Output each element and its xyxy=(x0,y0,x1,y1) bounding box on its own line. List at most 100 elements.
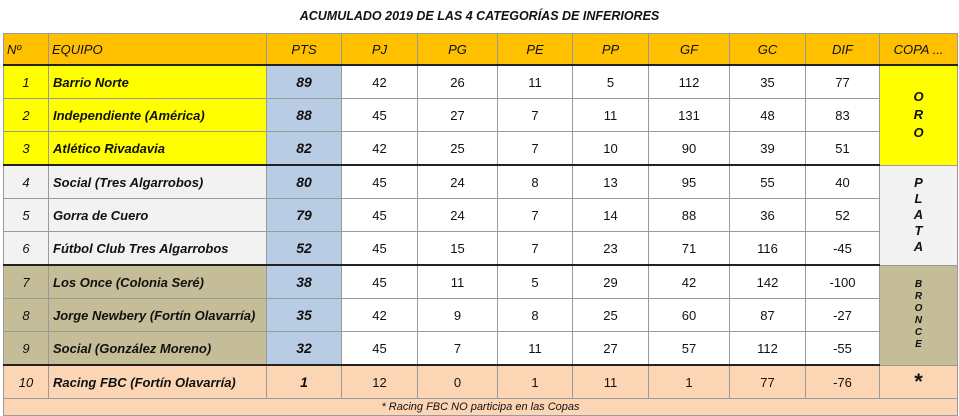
col-header-team: EQUIPO xyxy=(48,33,267,66)
dif-cell: -27 xyxy=(805,298,880,332)
pg-cell: 24 xyxy=(417,198,498,232)
gc-cell: 36 xyxy=(729,198,806,232)
copa-letter: L xyxy=(914,191,923,206)
col-header-pe: PE xyxy=(497,33,573,66)
team-name: Racing FBC (Fortín Olavarría) xyxy=(48,364,267,399)
pp-cell: 14 xyxy=(572,198,649,232)
pe-cell: 7 xyxy=(497,198,573,232)
gf-cell: 71 xyxy=(648,231,730,266)
copa-plata-cell: P L A T A xyxy=(879,164,958,266)
pp-cell: 29 xyxy=(572,264,649,299)
gc-cell: 87 xyxy=(729,298,806,332)
gf-cell: 131 xyxy=(648,98,730,132)
points-cell: 35 xyxy=(266,298,342,332)
gf-cell: 88 xyxy=(648,198,730,232)
pp-cell: 23 xyxy=(572,231,649,266)
row-num: 2 xyxy=(3,98,49,132)
pe-cell: 1 xyxy=(497,364,573,399)
copa-letter: A xyxy=(913,207,924,222)
points-cell: 88 xyxy=(266,98,342,132)
points-cell: 52 xyxy=(266,231,342,266)
dif-cell: -45 xyxy=(805,231,880,266)
pe-cell: 7 xyxy=(497,98,573,132)
table-row: 4 Social (Tres Algarrobos) 80 45 24 8 13… xyxy=(3,164,958,266)
col-header-pg: PG xyxy=(417,33,498,66)
pe-cell: 11 xyxy=(497,64,573,99)
footnote: * Racing FBC NO participa en las Copas xyxy=(3,398,958,416)
copa-letter: O xyxy=(913,125,924,141)
gc-cell: 112 xyxy=(729,331,806,366)
pj-cell: 42 xyxy=(341,298,418,332)
row-num: 7 xyxy=(3,264,49,299)
table-row: 9 Social (González Moreno) 32 45 7 11 27… xyxy=(3,331,958,366)
team-name: Gorra de Cuero xyxy=(48,198,267,232)
points-cell: 1 xyxy=(266,364,342,399)
row-num: 3 xyxy=(3,131,49,166)
row-num: 6 xyxy=(3,231,49,266)
copa-letter: R xyxy=(913,107,924,123)
copa-oro-cell: O R O xyxy=(879,64,958,166)
pp-cell: 25 xyxy=(572,298,649,332)
team-name: Los Once (Colonia Seré) xyxy=(48,264,267,299)
dif-cell: -76 xyxy=(805,364,880,399)
gc-cell: 39 xyxy=(729,131,806,166)
pe-cell: 7 xyxy=(497,131,573,166)
row-num: 10 xyxy=(3,364,49,399)
gc-cell: 142 xyxy=(729,264,806,299)
points-cell: 32 xyxy=(266,331,342,366)
gf-cell: 95 xyxy=(648,164,730,199)
pg-cell: 15 xyxy=(417,231,498,266)
col-header-gc: GC xyxy=(729,33,806,66)
pg-cell: 11 xyxy=(417,264,498,299)
row-num: 1 xyxy=(3,64,49,99)
team-name: Independiente (América) xyxy=(48,98,267,132)
pj-cell: 42 xyxy=(341,131,418,166)
copa-bronce-cell: B R O N C E xyxy=(879,264,958,366)
standings-table: Nº EQUIPO PTS PJ PG PE PP GF GC DIF COPA… xyxy=(3,33,958,416)
copa-letter: N xyxy=(914,315,923,326)
points-cell: 89 xyxy=(266,64,342,99)
points-cell: 82 xyxy=(266,131,342,166)
dif-cell: -55 xyxy=(805,331,880,366)
row-num: 4 xyxy=(3,164,49,199)
table-row: 5 Gorra de Cuero 79 45 24 7 14 88 36 52 xyxy=(3,198,958,232)
row-num: 8 xyxy=(3,298,49,332)
pg-cell: 26 xyxy=(417,64,498,99)
copa-letter: P xyxy=(914,175,923,190)
table-row: 8 Jorge Newbery (Fortín Olavarría) 35 42… xyxy=(3,298,958,332)
table-row: 6 Fútbol Club Tres Algarrobos 52 45 15 7… xyxy=(3,231,958,266)
dif-cell: -100 xyxy=(805,264,880,299)
team-name: Jorge Newbery (Fortín Olavarría) xyxy=(48,298,267,332)
pj-cell: 45 xyxy=(341,231,418,266)
copa-letter: O xyxy=(914,303,923,314)
copa-letter: O xyxy=(913,89,924,105)
gc-cell: 48 xyxy=(729,98,806,132)
copa-letter: A xyxy=(913,239,924,254)
pp-cell: 11 xyxy=(572,98,649,132)
pg-cell: 9 xyxy=(417,298,498,332)
gc-cell: 35 xyxy=(729,64,806,99)
team-name: Social (Tres Algarrobos) xyxy=(48,164,267,199)
dif-cell: 52 xyxy=(805,198,880,232)
gf-cell: 57 xyxy=(648,331,730,366)
row-num: 5 xyxy=(3,198,49,232)
pp-cell: 10 xyxy=(572,131,649,166)
points-cell: 38 xyxy=(266,264,342,299)
team-name: Fútbol Club Tres Algarrobos xyxy=(48,231,267,266)
pg-cell: 0 xyxy=(417,364,498,399)
copa-letter: T xyxy=(914,223,923,238)
col-header-pj: PJ xyxy=(341,33,418,66)
pj-cell: 45 xyxy=(341,264,418,299)
gf-cell: 112 xyxy=(648,64,730,99)
gf-cell: 1 xyxy=(648,364,730,399)
team-name: Social (González Moreno) xyxy=(48,331,267,366)
copa-letter: B xyxy=(914,279,923,290)
copa-letter: R xyxy=(914,291,923,302)
table-row: 3 Atlético Rivadavia 82 42 25 7 10 90 39… xyxy=(3,131,958,166)
pp-cell: 13 xyxy=(572,164,649,199)
pe-cell: 7 xyxy=(497,231,573,266)
dif-cell: 51 xyxy=(805,131,880,166)
pg-cell: 27 xyxy=(417,98,498,132)
col-header-gf: GF xyxy=(648,33,730,66)
col-header-num: Nº xyxy=(3,33,49,66)
